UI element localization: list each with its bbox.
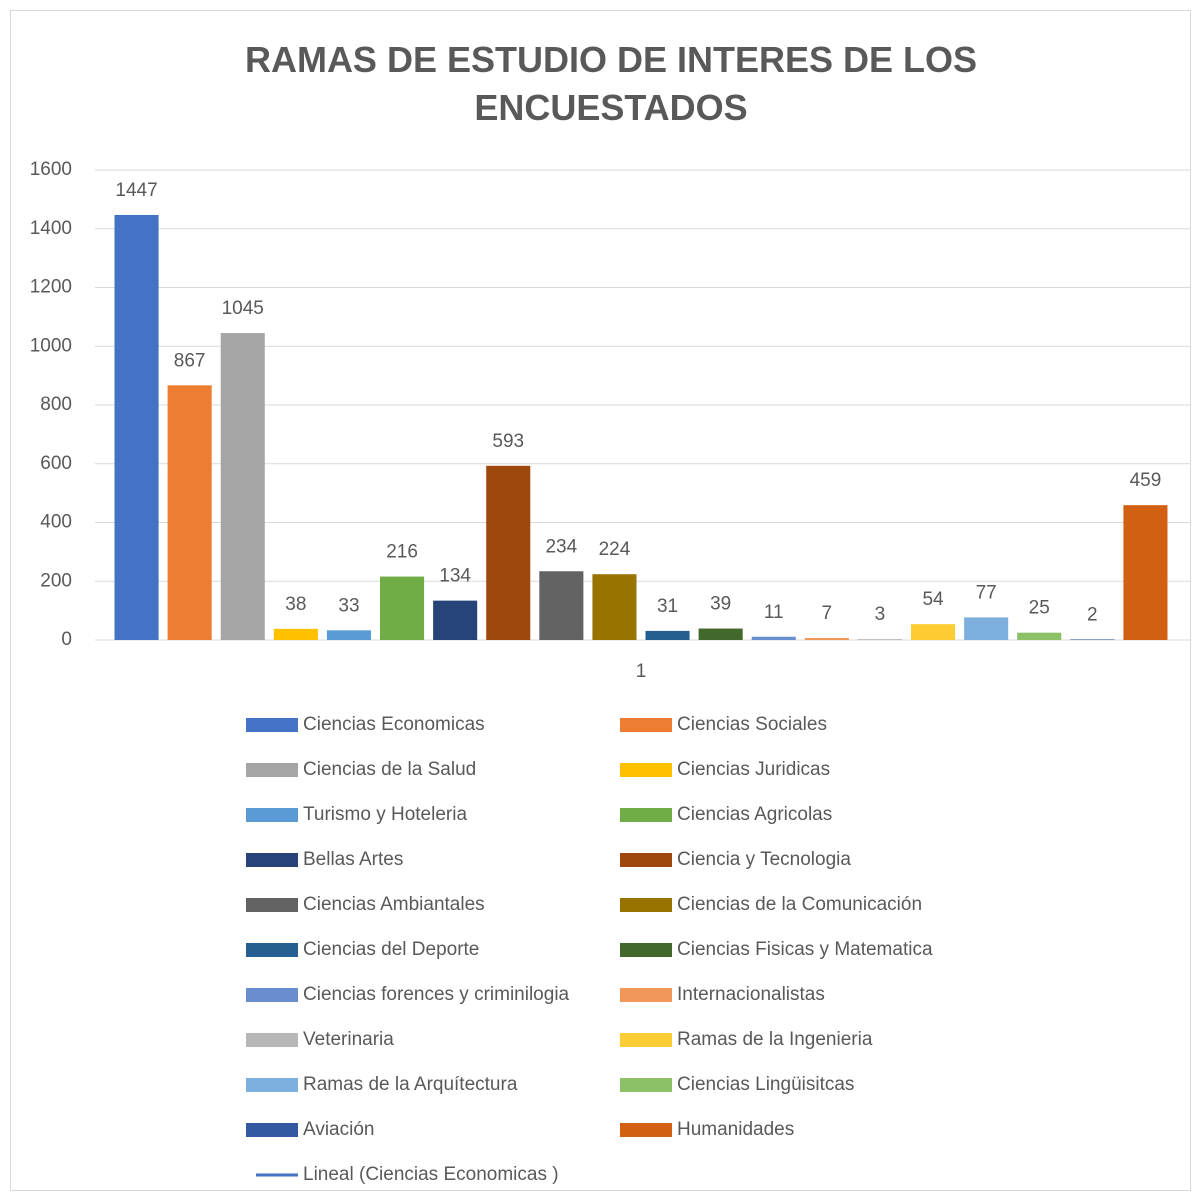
legend-swatch [620,1033,672,1047]
data-label: 593 [492,431,524,452]
y-tick-label: 400 [40,512,72,533]
bar [964,617,1009,640]
data-label: 38 [285,594,306,615]
legend-label: Ciencias del Deporte [303,939,479,960]
data-label: 2 [1087,604,1098,625]
data-label: 11 [764,602,784,623]
data-label: 867 [174,350,206,371]
legend-label: Ramas de la Ingenieria [677,1029,873,1050]
bar [857,639,902,640]
legend-label: Ciencias de la Salud [303,759,476,780]
legend-swatch [620,1078,672,1092]
legend-swatch [246,988,298,1002]
legend-label: Ramas de la Arquítectura [303,1074,518,1095]
legend-label: Internacionalistas [677,984,825,1005]
bar [273,628,318,640]
bar [326,630,371,640]
legend-swatch [620,808,672,822]
legend-swatch [620,763,672,777]
data-label: 216 [386,542,418,563]
bar [114,214,159,640]
legend-swatch [620,1123,672,1137]
legend-swatch [620,853,672,867]
legend-swatch [246,1123,298,1137]
legend-swatch [620,898,672,912]
bar [1070,639,1115,640]
legend-swatch [620,943,672,957]
bar [380,576,425,640]
bar [486,465,531,640]
legend-swatch [246,898,298,912]
data-label: 1447 [115,180,157,201]
legend-swatch [246,1078,298,1092]
legend-label: Ciencia y Tecnologia [677,849,851,870]
legend-label: Ciencias Ambiantales [303,894,485,915]
legend-label: Turismo y Hoteleria [303,804,467,825]
legend-swatch [620,718,672,732]
bar [167,385,212,640]
legend-label: Aviación [303,1119,374,1140]
bar [592,574,637,640]
legend-label: Ciencias de la Comunicación [677,894,922,915]
legend-label: Ciencias Fisicas y Matematica [677,939,933,960]
data-label: 39 [710,594,731,615]
data-label: 33 [338,595,359,616]
legend-label: Bellas Artes [303,849,403,870]
bar [698,628,743,640]
bar [911,624,956,640]
legend-swatch [246,853,298,867]
legend-label: Veterinaria [303,1029,394,1050]
bar [804,637,849,640]
bar [433,600,478,640]
legend-label: Lineal (Ciencias Economicas ) [303,1164,559,1185]
legend-label: Ciencias Economicas [303,714,485,735]
legend-label: Ciencias Sociales [677,714,827,735]
data-label: 1045 [222,298,264,319]
x-tick-label: 1 [636,661,647,682]
y-tick-label: 0 [61,629,72,650]
legend-swatch [620,988,672,1002]
bar [1017,632,1062,640]
data-label: 7 [822,603,833,624]
y-tick-label: 1600 [30,159,72,180]
bar [539,571,584,640]
y-tick-label: 600 [40,453,72,474]
y-tick-label: 1400 [30,218,72,239]
legend-label: Humanidades [677,1119,794,1140]
legend-label: Ciencias forences y criminilogia [303,984,570,1005]
data-label: 25 [1029,598,1050,619]
bar [645,630,690,640]
legend-swatch [246,718,298,732]
y-tick-label: 800 [40,394,72,415]
legend-label: Ciencias Juridicas [677,759,830,780]
legend-swatch [246,808,298,822]
data-label: 31 [657,596,678,617]
data-label: 459 [1130,470,1162,491]
chart-title: RAMAS DE ESTUDIO DE INTERES DE LOS ENCUE… [244,39,978,128]
legend-swatch [246,1033,298,1047]
legend-label: Ciencias Lingüisitcas [677,1074,854,1095]
bar [751,636,796,640]
data-label: 134 [439,566,471,587]
legend-swatch [246,763,298,777]
legend-label: Ciencias Agricolas [677,804,832,825]
legend-swatch [246,943,298,957]
data-label: 54 [922,589,944,610]
data-label: 77 [976,582,997,603]
y-tick-label: 1200 [30,277,72,298]
data-label: 224 [599,539,631,560]
y-tick-label: 200 [40,570,72,591]
data-label: 234 [545,536,577,557]
data-label: 3 [875,604,886,625]
y-tick-label: 1000 [30,335,72,356]
bar [220,333,265,640]
bar [1123,505,1168,640]
